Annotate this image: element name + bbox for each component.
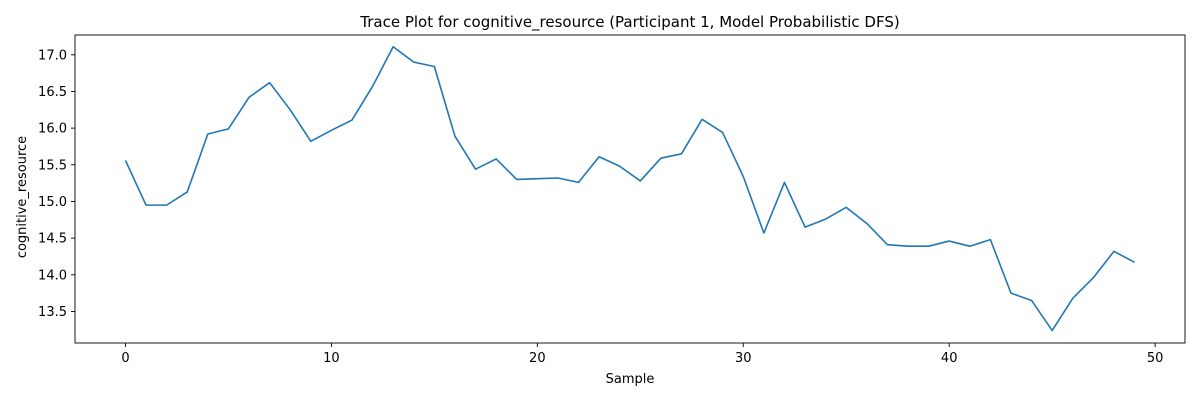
- x-axis: 0 10 20 30 40 50: [121, 343, 1163, 366]
- series-line-0: [124, 45, 1135, 332]
- plot-area: [74, 34, 1186, 344]
- x-axis-label: Sample: [606, 372, 655, 387]
- y-tick-label: 17.0: [38, 48, 67, 63]
- y-tick-label: 16.5: [38, 85, 67, 100]
- x-tick-label: 0: [121, 351, 129, 366]
- y-tick-label: 13.5: [38, 305, 67, 320]
- y-tick-label: 14.0: [38, 268, 67, 283]
- y-axis: 13.5 14.0 14.5 15.0 15.5 16.0 16.5 17.0: [38, 48, 75, 320]
- y-tick-label: 16.0: [38, 122, 67, 137]
- y-tick-label: 15.5: [38, 158, 67, 173]
- y-axis-label: cognitive_resource: [15, 136, 30, 258]
- y-tick-label: 15.0: [38, 195, 67, 210]
- x-tick-label: 20: [529, 351, 546, 366]
- x-tick-label: 10: [323, 351, 340, 366]
- x-tick-label: 50: [1147, 351, 1164, 366]
- x-tick-label: 30: [735, 351, 752, 366]
- axes-frame: [74, 34, 1186, 344]
- x-tick-label: 40: [941, 351, 958, 366]
- chart-title: Trace Plot for cognitive_resource (Parti…: [359, 13, 899, 32]
- y-tick-label: 14.5: [38, 232, 67, 247]
